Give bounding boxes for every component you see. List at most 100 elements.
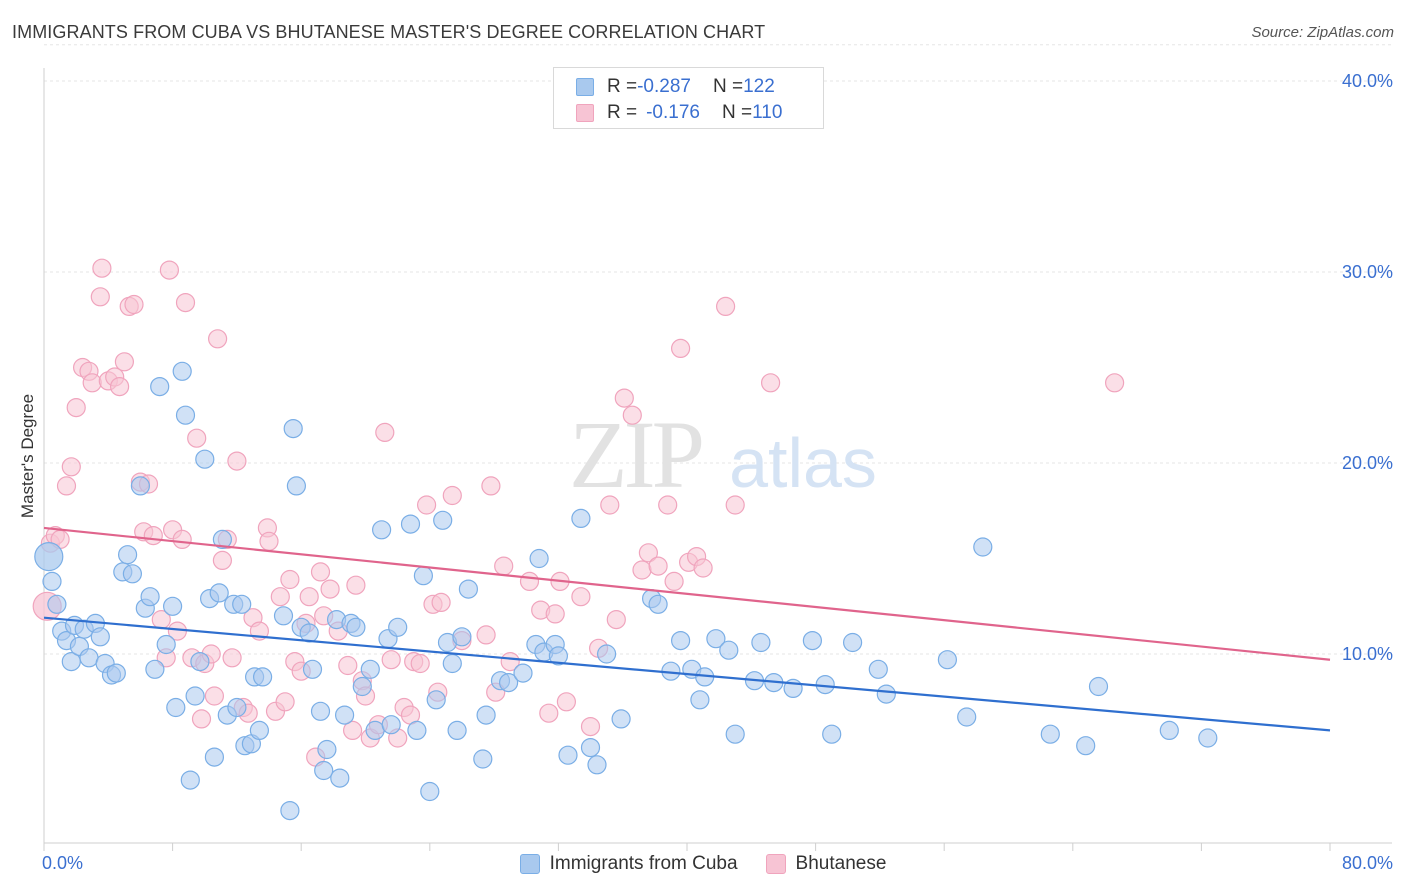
bhutanese-point xyxy=(545,604,565,624)
watermark: ZIP atlas xyxy=(569,401,877,508)
bhutanese-point xyxy=(92,258,112,278)
cuba-point xyxy=(529,548,549,569)
bhutanese-point xyxy=(143,525,163,546)
cuba-point xyxy=(166,697,186,718)
cuba-point xyxy=(335,705,355,725)
r-value-cuba: -0.287 xyxy=(637,76,691,97)
bhutanese-point xyxy=(760,373,781,393)
bhutanese-point xyxy=(310,562,331,582)
bhutanese-point xyxy=(343,720,363,741)
bhutanese-point xyxy=(187,428,207,448)
n-label: N = xyxy=(712,76,744,97)
x-tick-labels: 0.0% 80.0% xyxy=(42,853,1393,873)
bhutanese-point xyxy=(338,655,358,676)
bhutanese-point xyxy=(670,338,691,358)
bhutanese-point xyxy=(693,558,713,578)
bhutanese-point xyxy=(61,457,81,477)
cuba-point xyxy=(407,720,427,741)
r-label: R = xyxy=(607,102,638,123)
r-label: R = xyxy=(607,76,638,97)
cuba-point xyxy=(458,579,478,599)
bhutanese-point xyxy=(664,571,684,592)
cuba-point xyxy=(314,760,334,781)
legend-item-cuba[interactable]: Immigrants from Cuba xyxy=(519,853,738,875)
n-value-bhutanese: 110 xyxy=(752,102,783,123)
cuba-point xyxy=(580,737,601,758)
cuba-point xyxy=(937,650,958,670)
cuba-point xyxy=(190,651,210,672)
bhutanese-point xyxy=(227,451,247,471)
cuba-point xyxy=(842,632,863,653)
cuba-point xyxy=(1076,736,1096,756)
cuba-point xyxy=(310,701,331,721)
bhutanese-point xyxy=(648,556,668,576)
legend-label-cuba: Immigrants from Cuba xyxy=(549,853,738,874)
bhutanese-point xyxy=(519,571,540,592)
bhutanese-point xyxy=(124,294,144,315)
cuba-point xyxy=(611,709,631,729)
cuba-point xyxy=(42,571,62,592)
cuba-trend-line xyxy=(43,616,1331,732)
grid-lines xyxy=(44,44,1392,655)
bhutanese-point xyxy=(208,329,228,349)
bhutanese-point xyxy=(280,569,300,590)
bhutanese-point xyxy=(90,287,110,307)
cuba-point xyxy=(648,594,668,614)
cuba-point xyxy=(34,541,64,572)
cuba-point xyxy=(106,663,126,683)
bhutanese-point xyxy=(159,260,179,280)
cuba-point xyxy=(365,720,385,741)
bhutanese-point xyxy=(556,692,577,712)
cuba-point xyxy=(571,508,591,529)
bhutanese-point xyxy=(614,388,634,408)
cuba-point xyxy=(1040,724,1060,744)
bhutanese-point xyxy=(346,575,366,595)
cuba-point xyxy=(122,564,142,584)
cuba-point xyxy=(209,583,229,603)
cuba-point xyxy=(447,720,467,741)
cuba-point xyxy=(286,476,306,496)
cuba-point xyxy=(79,648,99,668)
cuba-point xyxy=(957,707,977,727)
cuba-point xyxy=(352,676,372,697)
bhutanese-point xyxy=(381,650,401,670)
bhutanese-point xyxy=(725,495,745,515)
cuba-point xyxy=(232,594,252,614)
cuba-point xyxy=(548,646,569,666)
r-value-bhutanese: -0.176 xyxy=(646,102,700,123)
cuba-point xyxy=(47,594,67,614)
bhutanese-legend-swatch xyxy=(765,854,786,874)
bhutanese-point xyxy=(632,560,652,580)
bhutanese-point xyxy=(442,485,462,506)
bhutanese-point xyxy=(270,587,290,607)
cuba-point xyxy=(212,529,232,550)
bhutanese-point xyxy=(222,648,242,668)
cuba-point xyxy=(400,514,421,534)
cuba-point xyxy=(163,596,183,616)
y-tick-label: 40.0% xyxy=(1342,71,1393,91)
cuba-point xyxy=(280,800,300,821)
cuba-point xyxy=(413,566,433,586)
bhutanese-point xyxy=(580,716,601,737)
y-tick-labels: 10.0% 20.0% 30.0% 40.0% xyxy=(1342,71,1393,664)
cuba-point xyxy=(690,690,710,710)
cuba-point xyxy=(499,672,519,693)
cuba-point xyxy=(1198,728,1218,748)
cuba-point xyxy=(117,545,138,565)
bhutanese-point xyxy=(476,625,496,645)
bhutanese-point xyxy=(114,352,135,372)
bhutanese-point xyxy=(259,531,279,551)
cuba-point xyxy=(973,537,993,557)
cuba-point xyxy=(388,617,408,637)
cuba-point xyxy=(1088,676,1109,697)
cuba-point xyxy=(381,715,401,735)
cuba-point xyxy=(587,755,607,775)
bhutanese-point xyxy=(410,653,430,674)
bhutanese-point xyxy=(431,592,451,613)
bhutanese-point xyxy=(417,495,437,515)
cuba-point xyxy=(130,476,150,496)
legend-item-bhutanese[interactable]: Bhutanese xyxy=(765,853,886,875)
bhutanese-point xyxy=(172,529,192,550)
bhutanese-point xyxy=(638,543,659,563)
bhutanese-point xyxy=(191,709,212,729)
